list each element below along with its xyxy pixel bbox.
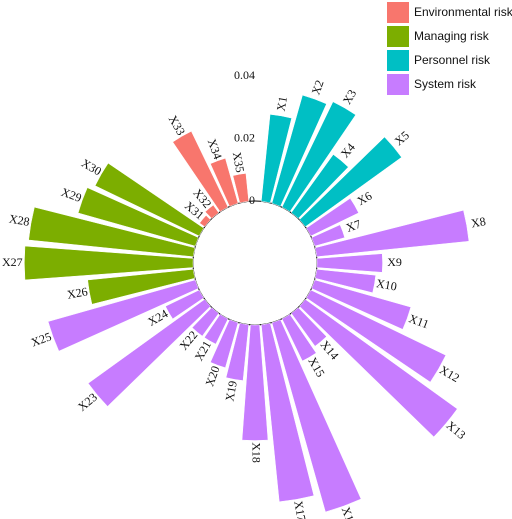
bar [24, 245, 194, 281]
y-tick-label: 0 [249, 193, 255, 207]
bar [281, 313, 317, 362]
bar [311, 279, 412, 330]
bar [77, 187, 199, 247]
bar [199, 215, 211, 228]
legend-label: Personnel risk [414, 53, 491, 67]
category-label: X8 [470, 214, 487, 230]
category-label: X16 [339, 505, 359, 519]
category-label: X6 [355, 189, 375, 208]
inner-circle [192, 200, 318, 326]
category-label: X7 [344, 217, 363, 235]
category-label: X28 [8, 211, 31, 228]
category-label: X3 [340, 87, 359, 107]
legend-label: System risk [414, 77, 477, 91]
bar [271, 319, 362, 513]
category-label: X15 [305, 355, 327, 380]
bar [290, 154, 349, 219]
bar [210, 157, 239, 207]
bar [172, 130, 229, 213]
bar [204, 204, 220, 219]
category-label: X35 [230, 151, 247, 174]
category-label: X4 [338, 140, 358, 160]
legend-swatch [387, 2, 409, 23]
bar [94, 162, 205, 237]
legend-swatch [387, 26, 409, 47]
bar [47, 279, 199, 352]
legend-label: Managing risk [414, 29, 490, 43]
category-label: X9 [387, 255, 402, 269]
category-label: X26 [66, 284, 89, 301]
bar [165, 289, 205, 320]
bar [210, 319, 239, 369]
category-label: X33 [166, 113, 188, 138]
bar [305, 197, 359, 237]
bar [260, 114, 292, 204]
legend-swatch [387, 50, 409, 71]
bar [28, 206, 196, 258]
category-label: X11 [407, 311, 431, 331]
category-label: X29 [59, 185, 83, 205]
category-label: X34 [205, 137, 225, 161]
bar [191, 307, 220, 337]
category-label: X10 [375, 276, 398, 293]
category-label: X5 [392, 128, 412, 148]
bar [260, 322, 315, 503]
bar [281, 101, 357, 213]
bar [241, 324, 269, 441]
bar [311, 224, 346, 247]
category-label: X17 [291, 500, 308, 519]
y-tick-label: 0.02 [234, 130, 255, 144]
legend-swatch [387, 74, 409, 95]
category-label: X2 [309, 78, 327, 97]
bar [314, 209, 470, 258]
category-label: X1 [274, 95, 290, 112]
category-label: X12 [437, 363, 462, 385]
legend-label: Environmental risk [414, 5, 512, 19]
bar [290, 307, 327, 347]
bar [87, 298, 211, 407]
bar [314, 268, 376, 294]
category-label: X20 [202, 364, 222, 388]
category-label: X19 [222, 380, 239, 403]
bar [225, 322, 250, 381]
category-label: X25 [29, 329, 53, 349]
bar [271, 94, 327, 207]
bar [204, 313, 229, 345]
y-tick-label: 0.04 [234, 68, 255, 82]
category-label: X27 [2, 255, 23, 269]
bar [316, 253, 383, 273]
bar [299, 136, 402, 228]
bar [299, 298, 458, 438]
category-label: X18 [249, 442, 263, 463]
bar [87, 268, 196, 305]
category-label: X30 [79, 156, 104, 178]
bar [232, 173, 250, 204]
bar [305, 289, 447, 383]
